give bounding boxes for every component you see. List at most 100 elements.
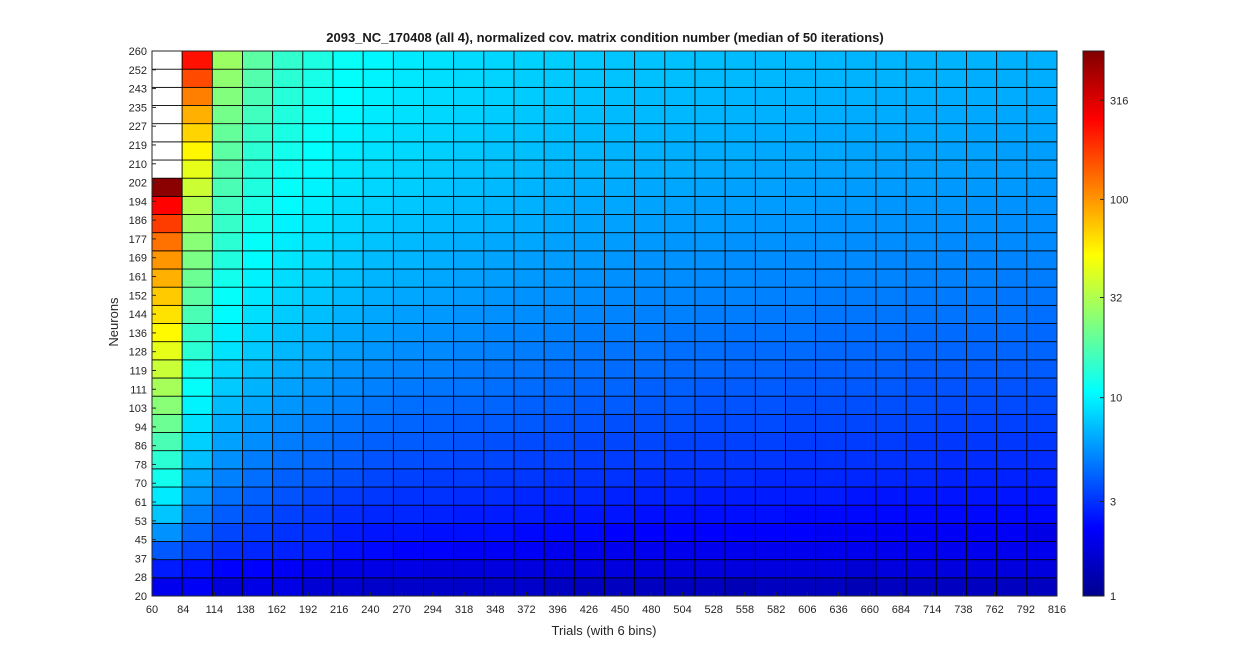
heatmap-cell [332, 123, 364, 143]
colorbar-ticks: 1 3 10 32 100 316 [1100, 95, 1128, 603]
heatmap-cell [392, 468, 424, 488]
heatmap-cell [875, 504, 907, 524]
heatmap-cell [905, 141, 937, 161]
heatmap-cell [211, 486, 243, 506]
heatmap-cell [392, 559, 424, 579]
x-tick-label: 270 [392, 604, 410, 616]
heatmap-cell [423, 377, 455, 397]
heatmap-cell [754, 450, 786, 470]
heatmap-cell [513, 141, 545, 161]
y-tick-label: 202 [129, 178, 147, 190]
heatmap-cell [996, 304, 1028, 324]
heatmap-cell [181, 359, 213, 379]
y-tick-label: 243 [129, 84, 147, 96]
heatmap-cell [513, 395, 545, 415]
y-tick-label: 53 [135, 516, 147, 528]
heatmap-cell [181, 250, 213, 270]
heatmap-cell [694, 105, 726, 125]
y-tick-label: 103 [129, 403, 147, 415]
heatmap-cell [905, 486, 937, 506]
heatmap-cell [151, 86, 183, 106]
heatmap-cell [754, 195, 786, 215]
heatmap-cell [845, 522, 877, 542]
heatmap-cell [362, 541, 394, 561]
heatmap-cell [845, 304, 877, 324]
y-tick-label: 61 [135, 497, 147, 509]
heatmap-cell [423, 141, 455, 161]
heatmap-cell [664, 250, 696, 270]
heatmap-cell [875, 395, 907, 415]
heatmap-cell [815, 123, 847, 143]
heatmap-cell [664, 105, 696, 125]
heatmap-cell [996, 450, 1028, 470]
y-tick-label: 37 [135, 553, 147, 565]
heatmap-cell [1026, 577, 1058, 597]
heatmap-cell [664, 359, 696, 379]
heatmap-cell [423, 195, 455, 215]
heatmap-cell [634, 159, 666, 179]
heatmap-cell [1026, 323, 1058, 343]
heatmap-cell [1026, 395, 1058, 415]
heatmap-cell [996, 377, 1028, 397]
heatmap-cell [242, 214, 274, 234]
heatmap-cell [664, 541, 696, 561]
x-tick-label: 60 [146, 604, 158, 616]
heatmap-cell [151, 359, 183, 379]
heatmap-cell [634, 323, 666, 343]
heatmap-cell [543, 577, 575, 597]
heatmap-cell [754, 159, 786, 179]
heatmap-cell [483, 214, 515, 234]
heatmap-cell [151, 486, 183, 506]
heatmap-cell [392, 323, 424, 343]
heatmap-cell [604, 123, 636, 143]
heatmap-cell [724, 268, 756, 288]
heatmap-cell [332, 432, 364, 452]
heatmap-cell [694, 286, 726, 306]
heatmap-cell [242, 450, 274, 470]
heatmap-cell [332, 268, 364, 288]
heatmap-cell [966, 413, 998, 433]
heatmap-cell [845, 232, 877, 252]
heatmap-cell [966, 522, 998, 542]
heatmap-cell [996, 286, 1028, 306]
heatmap-cell [785, 395, 817, 415]
heatmap-cell [242, 268, 274, 288]
heatmap-cell [543, 377, 575, 397]
heatmap-cell [724, 577, 756, 597]
heatmap-cell [815, 359, 847, 379]
heatmap-cell [664, 323, 696, 343]
heatmap-cell [604, 413, 636, 433]
heatmap-cell [151, 468, 183, 488]
heatmap-cell [604, 522, 636, 542]
heatmap-cell [483, 504, 515, 524]
heatmap-cell [905, 413, 937, 433]
heatmap-cell [573, 50, 605, 70]
heatmap-cell [181, 541, 213, 561]
heatmap-cell [423, 68, 455, 88]
heatmap-cell [875, 559, 907, 579]
heatmap-cell [664, 304, 696, 324]
heatmap-cell [513, 450, 545, 470]
heatmap-cell [664, 123, 696, 143]
heatmap-cell [905, 123, 937, 143]
heatmap-cell [573, 268, 605, 288]
heatmap-cell [815, 522, 847, 542]
heatmap-cell [935, 395, 967, 415]
heatmap-cell [483, 432, 515, 452]
heatmap-cell [573, 86, 605, 106]
heatmap-cell [724, 504, 756, 524]
heatmap-cell [664, 341, 696, 361]
heatmap-cell [211, 105, 243, 125]
heatmap-cell [664, 559, 696, 579]
heatmap-cell [664, 413, 696, 433]
heatmap-cell [604, 377, 636, 397]
heatmap-cell [181, 304, 213, 324]
heatmap-cell [453, 432, 485, 452]
x-tick-label: 294 [424, 604, 442, 616]
heatmap-cell [754, 268, 786, 288]
heatmap-cell [332, 68, 364, 88]
heatmap-cell [785, 123, 817, 143]
heatmap-cell [332, 177, 364, 197]
heatmap-cell [362, 341, 394, 361]
heatmap-cell [1026, 214, 1058, 234]
